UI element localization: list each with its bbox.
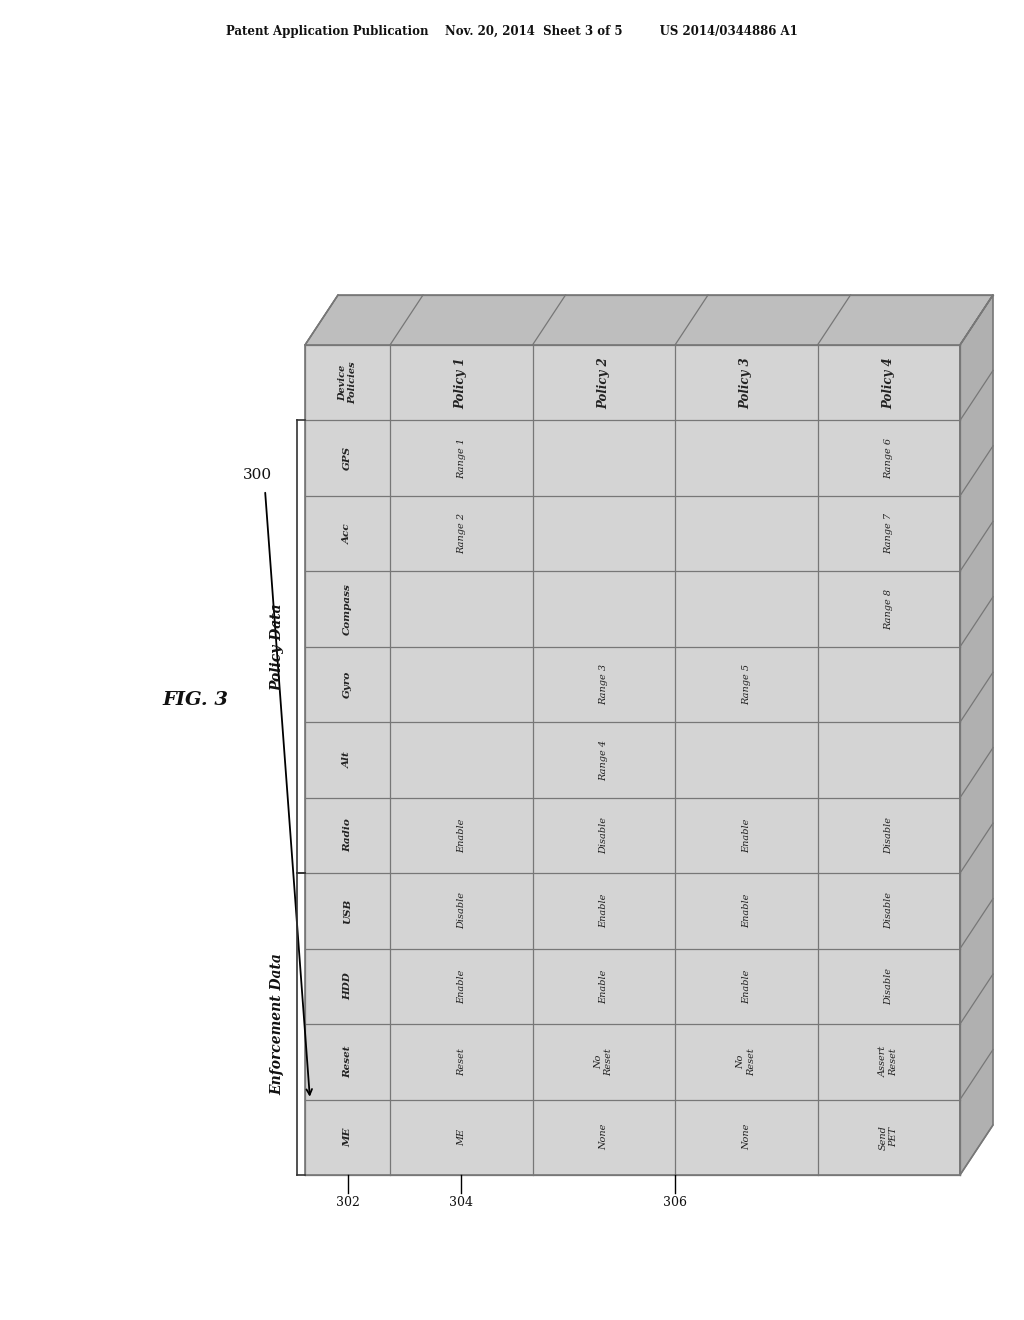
Text: Patent Application Publication    Nov. 20, 2014  Sheet 3 of 5         US 2014/03: Patent Application Publication Nov. 20, …: [226, 25, 798, 38]
Text: Alt: Alt: [343, 751, 352, 768]
Text: Policy 3: Policy 3: [739, 356, 753, 408]
Text: ME: ME: [343, 1127, 352, 1147]
Text: HDD: HDD: [343, 973, 352, 1001]
Text: Gyro: Gyro: [343, 671, 352, 698]
Text: Range 8: Range 8: [885, 589, 893, 630]
Text: No
Reset: No Reset: [594, 1048, 613, 1076]
Text: Enforcement Data: Enforcement Data: [270, 953, 284, 1096]
Text: FIG. 3: FIG. 3: [162, 690, 228, 709]
Polygon shape: [305, 294, 993, 345]
Text: Send
PET: Send PET: [879, 1125, 898, 1150]
Text: ME: ME: [457, 1129, 466, 1146]
Text: GPS: GPS: [343, 446, 352, 470]
Text: Range 6: Range 6: [885, 438, 893, 479]
Text: 302: 302: [336, 1196, 359, 1209]
Text: Range 2: Range 2: [457, 513, 466, 554]
Text: Enable: Enable: [741, 894, 751, 928]
Text: Radio: Radio: [343, 818, 352, 853]
Text: Disable: Disable: [457, 892, 466, 929]
Text: None: None: [599, 1125, 608, 1151]
Text: Acc: Acc: [343, 523, 352, 544]
Text: Enable: Enable: [741, 969, 751, 1003]
Text: Enable: Enable: [599, 969, 608, 1003]
Text: Policy Data: Policy Data: [270, 603, 284, 690]
Text: Policy 4: Policy 4: [883, 356, 895, 408]
Text: Enable: Enable: [741, 818, 751, 853]
Text: Reset: Reset: [343, 1045, 352, 1078]
Text: Disable: Disable: [885, 968, 893, 1005]
Text: None: None: [741, 1125, 751, 1151]
Text: Device
Policies: Device Policies: [338, 362, 357, 404]
Text: Disable: Disable: [599, 817, 608, 854]
Text: Enable: Enable: [457, 818, 466, 853]
Text: 306: 306: [663, 1196, 687, 1209]
Text: Range 3: Range 3: [599, 664, 608, 705]
Text: Policy 2: Policy 2: [597, 356, 610, 408]
Text: Reset: Reset: [457, 1048, 466, 1076]
Polygon shape: [305, 345, 961, 1175]
Polygon shape: [961, 294, 993, 1175]
Text: Range 1: Range 1: [457, 438, 466, 479]
Text: Enable: Enable: [457, 969, 466, 1003]
Text: Compass: Compass: [343, 583, 352, 635]
Text: 304: 304: [450, 1196, 473, 1209]
Text: Range 7: Range 7: [885, 513, 893, 554]
Text: USB: USB: [343, 899, 352, 924]
Text: Enable: Enable: [599, 894, 608, 928]
Text: Range 4: Range 4: [599, 739, 608, 780]
Text: Policy 1: Policy 1: [455, 356, 468, 408]
Text: Range 5: Range 5: [741, 664, 751, 705]
Text: 300: 300: [243, 469, 271, 482]
Text: Disable: Disable: [885, 817, 893, 854]
Text: Assert
Reset: Assert Reset: [879, 1047, 898, 1077]
Text: Disable: Disable: [885, 892, 893, 929]
Text: No
Reset: No Reset: [736, 1048, 756, 1076]
